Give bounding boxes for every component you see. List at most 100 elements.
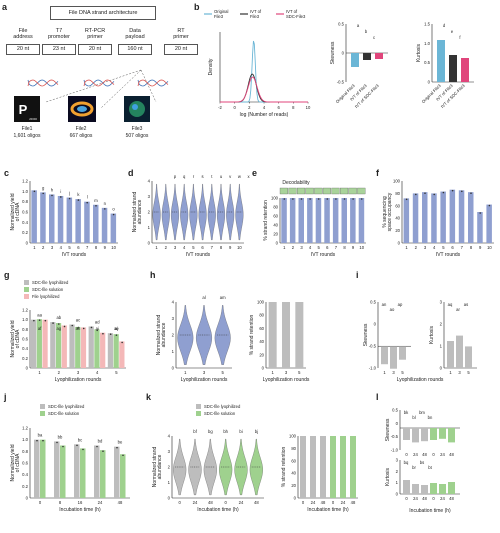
x-tick-label: 5	[192, 245, 195, 250]
panel-f-ytick: 0	[398, 241, 401, 246]
bar	[75, 326, 81, 368]
legend-label: Original	[214, 9, 228, 14]
segment-length: 20 nt	[6, 44, 40, 55]
x-tick-label: 8	[220, 245, 223, 250]
panel-h-retention-ylabel: % strand retention	[249, 314, 255, 355]
panel-c-ytick: 0.2	[22, 230, 28, 235]
panel-c-ytick: 1.2	[22, 179, 28, 184]
file-name: File3	[132, 126, 143, 132]
file1-caption: 20:00	[29, 117, 37, 121]
sig-letter: bq	[404, 460, 409, 465]
x-tick-label: 8	[292, 105, 295, 110]
sig-letter: d	[443, 23, 446, 28]
x-tick-label: 3	[300, 245, 303, 250]
x-tick-label: 24	[413, 496, 418, 501]
data-point	[122, 454, 124, 457]
x-tick-label: 1	[33, 245, 36, 250]
data-point	[415, 193, 417, 196]
bar	[61, 325, 67, 368]
sig-letter: x	[248, 174, 251, 179]
sig-letter: a	[357, 23, 360, 28]
file-name: File2	[76, 126, 87, 132]
bar	[114, 446, 120, 498]
x-tick-label: 48	[422, 452, 427, 457]
panel-e-ytick: 60	[273, 214, 278, 219]
bar	[80, 327, 87, 368]
bar	[412, 484, 419, 494]
x-tick-label: 0	[233, 105, 236, 110]
panel-h-ylabel: Normalized strand	[156, 314, 162, 355]
panel-i-kurt-tick: 3	[440, 300, 443, 305]
panel-g-ytick: 0	[26, 366, 29, 371]
x-tick-label: 8	[343, 245, 346, 250]
x-tick-label: 2	[58, 370, 61, 375]
bar	[430, 483, 437, 494]
panel-g-ylabel: of cDNA	[15, 329, 21, 348]
x-tick-label: 24	[440, 452, 445, 457]
panel-c-ylabel: Normalized yield	[10, 193, 16, 230]
sig-letter: an	[382, 302, 387, 307]
panel-k-retention-ytick: 100	[289, 434, 297, 439]
data-point	[424, 192, 426, 194]
strand-segments: File address 20 nt T7 promoter 23 nt RT-PCR …	[6, 28, 198, 68]
bar	[448, 428, 455, 443]
panel-d-ytick: 3	[148, 194, 151, 199]
data-point	[479, 212, 482, 214]
panel-l-xlabel: Incubation time (h)	[409, 508, 451, 514]
bar	[477, 212, 483, 243]
file2-galaxy-ring	[70, 101, 94, 117]
panel-h-ytick: 0	[172, 366, 175, 371]
bar	[358, 198, 365, 243]
x-tick-label: 24	[341, 500, 346, 505]
bar	[447, 341, 454, 368]
kurt-tick: 1.5	[424, 22, 430, 27]
x-tick-label: 5	[68, 245, 71, 250]
sig-letter: bi	[239, 429, 242, 434]
panel-g-ytick: 0.4	[22, 346, 28, 351]
data-point	[60, 196, 62, 198]
panel-g-ytick: 0.2	[22, 356, 28, 361]
panel-h-retention-ytick: 80	[259, 313, 264, 318]
panel-g-ytick: 1.2	[22, 308, 28, 313]
bar	[113, 334, 119, 368]
data-point	[76, 444, 78, 447]
x-tick-label: 8	[470, 245, 473, 250]
data-point	[62, 445, 64, 448]
bar	[440, 191, 446, 243]
panel-f-xlabel: IVT rounds	[436, 252, 461, 258]
sig-letter: af	[38, 326, 42, 331]
x-tick-label: 3	[203, 370, 206, 375]
x-tick-label: 9	[479, 245, 482, 250]
bar	[430, 428, 437, 440]
dashed-connector	[140, 69, 157, 103]
decodability-cell	[314, 187, 323, 195]
bar	[448, 482, 455, 494]
bar	[120, 454, 126, 498]
bar	[80, 448, 86, 498]
bar	[449, 55, 457, 82]
segment-length: 23 nt	[42, 44, 76, 55]
bar	[350, 436, 356, 498]
panel-l-skew-tick: -1.0	[391, 448, 399, 453]
sig-letter: c	[373, 35, 375, 40]
panel-f-ylabel: % sequencing	[382, 196, 388, 228]
panel-k-retention-xlabel: Incubation time (h)	[307, 507, 349, 513]
panel-d-ylabel: abundance	[137, 199, 143, 224]
data-point	[300, 198, 303, 200]
sig-letter: bc	[78, 437, 82, 442]
bar	[324, 198, 330, 243]
legend-swatch	[24, 294, 29, 299]
violin	[219, 438, 233, 496]
bar	[439, 428, 446, 439]
bar	[351, 53, 359, 67]
file-oligos: 667 oligos	[70, 133, 93, 139]
sig-letter: ar	[456, 307, 460, 312]
data-point	[115, 334, 118, 336]
bar	[289, 198, 296, 243]
panel-h-ylabel: abundance	[161, 322, 167, 347]
panel-g-ytick: 0.6	[22, 337, 28, 342]
x-tick-label: 5	[401, 370, 404, 375]
bar	[431, 193, 437, 243]
series-ivt-file3	[220, 73, 308, 103]
